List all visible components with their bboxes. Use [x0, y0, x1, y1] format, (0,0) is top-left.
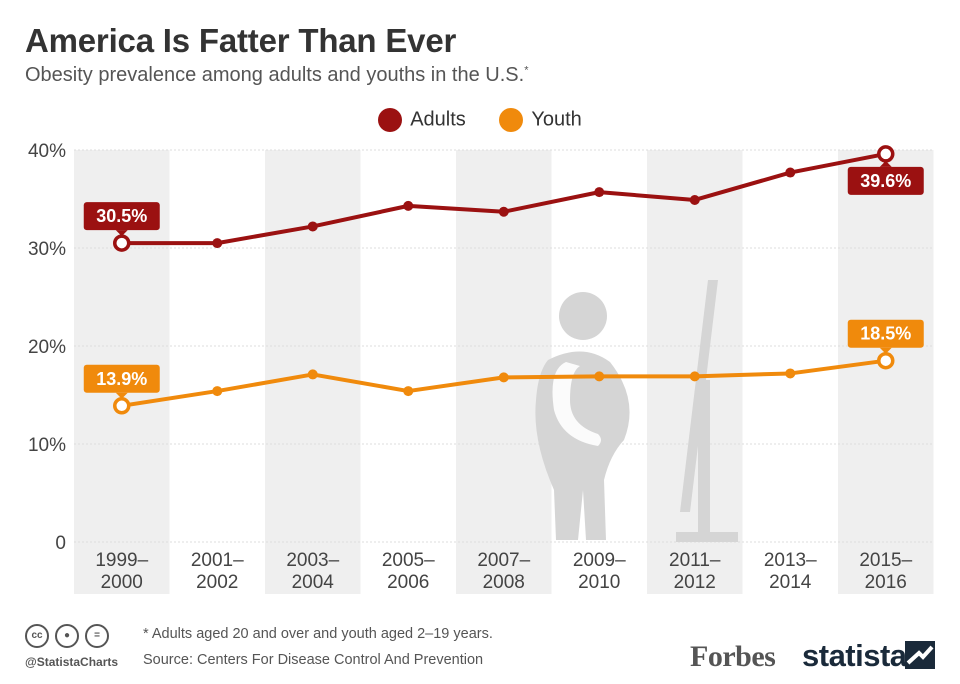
by-icon: ● [55, 624, 79, 648]
nd-icon: = [85, 624, 109, 648]
illustration-head [559, 292, 607, 340]
x-tick-label: 2005– 2006 [382, 550, 435, 593]
x-tick-label: 2009– 2010 [573, 550, 626, 593]
page-title: America Is Fatter Than Ever [25, 22, 457, 59]
column-band [838, 150, 934, 594]
y-tick-label: 0 [55, 533, 66, 554]
data-point [498, 372, 509, 383]
value-callout: 13.9% [83, 364, 160, 399]
x-tick-label: 2011– 2012 [669, 550, 721, 593]
y-tick-label: 40% [28, 141, 66, 162]
subtitle-text: Obesity prevalence among adults and yout… [25, 64, 525, 86]
data-point [594, 371, 605, 382]
data-point [689, 194, 700, 205]
license-icons: cc ● = [25, 624, 115, 648]
data-point [212, 238, 223, 249]
data-point [785, 167, 796, 178]
legend-item-adults: Adults [378, 108, 466, 132]
data-point [877, 145, 895, 163]
legend-swatch-youth [499, 108, 524, 132]
illustration-scale-base [676, 532, 738, 542]
y-tick-label: 10% [28, 435, 66, 456]
value-callout: 18.5% [847, 319, 924, 354]
forbes-logo: Forbes [690, 640, 776, 673]
cc-icon: cc [25, 624, 49, 648]
statista-logo-icon [905, 641, 935, 669]
y-axis-labels: 0 10% 20% 30% 40% [28, 141, 66, 554]
illustration-scale-post [698, 380, 710, 534]
legend-label-youth: Youth [531, 108, 582, 131]
legend-swatch-adults [378, 108, 403, 132]
data-point [689, 371, 700, 382]
y-tick-label: 30% [28, 239, 66, 260]
x-axis-labels: 1999– 2000 2001– 2002 2003– 2004 2005– 2006 2007… [95, 550, 912, 593]
x-tick-label: 2013– 2014 [764, 550, 817, 593]
series-points [113, 145, 895, 415]
data-point [307, 369, 318, 380]
x-tick-label: 1999– 2000 [95, 550, 148, 593]
statista-logo: statista [802, 638, 907, 673]
data-point [403, 386, 414, 397]
x-tick-label: 2003– 2004 [286, 550, 339, 593]
data-point [498, 206, 509, 217]
data-point [113, 397, 131, 415]
footnote: * Adults aged 20 and over and youth aged… [143, 626, 493, 642]
data-point [877, 351, 895, 370]
data-point [403, 200, 414, 211]
source-text: Source: Centers For Disease Control And … [143, 652, 484, 668]
value-callout: 30.5% [83, 202, 160, 237]
y-tick-label: 20% [28, 337, 66, 358]
x-tick-label: 2015– 2016 [859, 550, 912, 593]
callout-text: 30.5% [96, 206, 147, 226]
illustration-arm [552, 362, 601, 446]
subtitle-footnote-mark: * [524, 64, 529, 77]
obese-person-illustration [535, 280, 738, 542]
statista-handle: @StatistaCharts [25, 655, 119, 669]
column-band [456, 150, 552, 594]
callout-text: 18.5% [860, 324, 911, 344]
x-tick-label: 2001– 2002 [191, 550, 244, 593]
legend-label-adults: Adults [410, 108, 466, 131]
data-point [113, 234, 131, 252]
value-callout: 39.6% [847, 160, 924, 195]
data-point [594, 187, 605, 198]
data-point [307, 221, 318, 232]
legend-item-youth: Youth [499, 108, 582, 132]
page-subtitle: Obesity prevalence among adults and yout… [25, 64, 528, 87]
data-point [785, 368, 796, 379]
gridlines [74, 149, 934, 543]
chart-legend: Adults Youth [0, 108, 960, 132]
callout-text: 39.6% [860, 171, 911, 191]
data-point [212, 386, 223, 397]
callout-text: 13.9% [96, 369, 147, 389]
x-tick-label: 2007– 2008 [477, 550, 530, 593]
value-callouts: 30.5% 39.6% 13.9% 18.5% [83, 160, 924, 399]
